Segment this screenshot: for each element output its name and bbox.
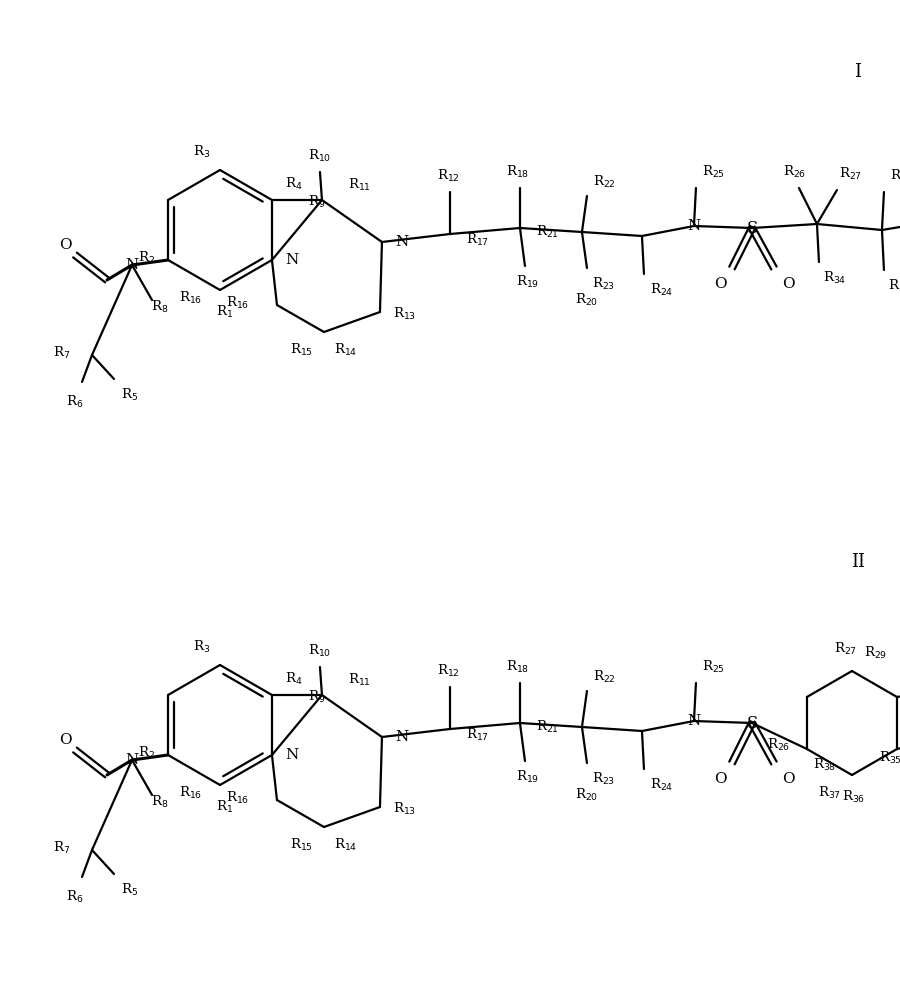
Text: R$_{27}$: R$_{27}$ <box>834 641 858 657</box>
Text: R$_{33}$: R$_{33}$ <box>888 278 900 294</box>
Text: R$_{38}$: R$_{38}$ <box>814 757 837 774</box>
Text: R$_{13}$: R$_{13}$ <box>393 306 417 322</box>
Text: R$_{7}$: R$_{7}$ <box>53 345 70 361</box>
Text: II: II <box>851 553 865 571</box>
Text: R$_{14}$: R$_{14}$ <box>334 342 357 358</box>
Text: N: N <box>285 253 298 267</box>
Text: R$_{5}$: R$_{5}$ <box>122 387 139 403</box>
Text: R$_{21}$: R$_{21}$ <box>536 224 560 240</box>
Text: R$_{2}$: R$_{2}$ <box>138 744 155 762</box>
Text: R$_{20}$: R$_{20}$ <box>575 787 598 803</box>
Text: R$_{24}$: R$_{24}$ <box>651 777 673 793</box>
Text: R$_{15}$: R$_{15}$ <box>291 342 313 358</box>
Text: R$_{26}$: R$_{26}$ <box>768 736 790 754</box>
Text: R$_{21}$: R$_{21}$ <box>536 719 560 735</box>
Text: R$_{3}$: R$_{3}$ <box>194 144 211 160</box>
Text: R$_{16}$: R$_{16}$ <box>179 785 202 801</box>
Text: R$_{4}$: R$_{4}$ <box>285 671 302 687</box>
Text: R$_{16}$: R$_{16}$ <box>179 290 202 306</box>
Text: R$_{23}$: R$_{23}$ <box>592 771 616 787</box>
Text: R$_{12}$: R$_{12}$ <box>436 168 459 184</box>
Text: R$_{20}$: R$_{20}$ <box>575 292 598 308</box>
Text: O: O <box>714 772 726 786</box>
Text: R$_{17}$: R$_{17}$ <box>466 726 490 743</box>
Text: R$_{6}$: R$_{6}$ <box>67 889 84 905</box>
Text: R$_{12}$: R$_{12}$ <box>436 663 459 679</box>
Text: R$_{11}$: R$_{11}$ <box>348 672 372 688</box>
Text: R$_{25}$: R$_{25}$ <box>703 659 725 675</box>
Text: N: N <box>285 748 298 762</box>
Text: N: N <box>395 235 409 249</box>
Text: R$_{25}$: R$_{25}$ <box>703 164 725 180</box>
Text: N: N <box>125 258 139 272</box>
Text: R$_{26}$: R$_{26}$ <box>783 164 806 180</box>
Text: R$_{10}$: R$_{10}$ <box>309 148 331 164</box>
Text: R$_{18}$: R$_{18}$ <box>507 659 529 675</box>
Text: R$_{2}$: R$_{2}$ <box>138 249 155 267</box>
Text: N: N <box>688 714 700 728</box>
Text: I: I <box>854 63 861 81</box>
Text: R$_{13}$: R$_{13}$ <box>393 801 417 817</box>
Text: O: O <box>781 772 795 786</box>
Text: R$_{37}$: R$_{37}$ <box>818 785 842 801</box>
Text: R$_{8}$: R$_{8}$ <box>151 794 168 810</box>
Text: R$_{22}$: R$_{22}$ <box>592 174 616 190</box>
Text: S: S <box>746 714 758 731</box>
Text: R$_{22}$: R$_{22}$ <box>592 669 616 685</box>
Text: N: N <box>395 730 409 744</box>
Text: R$_{15}$: R$_{15}$ <box>291 837 313 853</box>
Text: R$_{9}$: R$_{9}$ <box>309 689 326 705</box>
Text: R$_{1}$: R$_{1}$ <box>217 304 233 320</box>
Text: R$_{34}$: R$_{34}$ <box>824 270 847 286</box>
Text: R$_{19}$: R$_{19}$ <box>517 769 540 785</box>
Text: R$_{24}$: R$_{24}$ <box>651 282 673 298</box>
Text: O: O <box>58 733 71 747</box>
Text: R$_{4}$: R$_{4}$ <box>285 176 302 192</box>
Text: R$_{19}$: R$_{19}$ <box>517 274 540 290</box>
Text: O: O <box>714 277 726 291</box>
Text: R$_{8}$: R$_{8}$ <box>151 299 168 315</box>
Text: N: N <box>125 753 139 767</box>
Text: R$_{14}$: R$_{14}$ <box>334 837 357 853</box>
Text: R$_{27}$: R$_{27}$ <box>840 166 862 182</box>
Text: O: O <box>58 238 71 252</box>
Text: R$_{35}$: R$_{35}$ <box>879 749 900 767</box>
Text: N: N <box>688 219 700 233</box>
Text: R$_{7}$: R$_{7}$ <box>53 840 70 856</box>
Text: R$_{16}$: R$_{16}$ <box>226 295 249 311</box>
Text: R$_{1}$: R$_{1}$ <box>217 799 233 815</box>
Text: O: O <box>781 277 795 291</box>
Text: R$_{36}$: R$_{36}$ <box>842 789 866 805</box>
Text: R$_{28}$: R$_{28}$ <box>890 168 900 184</box>
Text: S: S <box>746 219 758 236</box>
Text: R$_{10}$: R$_{10}$ <box>309 643 331 659</box>
Text: R$_{17}$: R$_{17}$ <box>466 231 490 248</box>
Text: R$_{18}$: R$_{18}$ <box>507 164 529 180</box>
Text: R$_{29}$: R$_{29}$ <box>864 645 887 661</box>
Text: R$_{9}$: R$_{9}$ <box>309 194 326 210</box>
Text: R$_{11}$: R$_{11}$ <box>348 177 372 193</box>
Text: R$_{3}$: R$_{3}$ <box>194 639 211 655</box>
Text: R$_{16}$: R$_{16}$ <box>226 790 249 806</box>
Text: R$_{23}$: R$_{23}$ <box>592 276 616 292</box>
Text: R$_{6}$: R$_{6}$ <box>67 394 84 410</box>
Text: R$_{5}$: R$_{5}$ <box>122 882 139 898</box>
